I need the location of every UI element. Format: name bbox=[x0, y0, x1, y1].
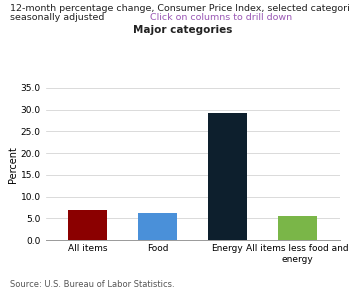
Bar bbox=[208, 113, 247, 240]
Bar bbox=[138, 213, 177, 240]
Text: Source: U.S. Bureau of Labor Statistics.: Source: U.S. Bureau of Labor Statistics. bbox=[10, 280, 175, 289]
Bar bbox=[68, 210, 107, 240]
Y-axis label: Percent: Percent bbox=[8, 146, 18, 183]
Text: Click on columns to drill down: Click on columns to drill down bbox=[150, 13, 293, 22]
Text: seasonally adjusted: seasonally adjusted bbox=[10, 13, 105, 22]
Bar bbox=[278, 216, 317, 240]
Text: 12-month percentage change, Consumer Price Index, selected categories, December : 12-month percentage change, Consumer Pri… bbox=[10, 4, 350, 13]
Text: Major categories: Major categories bbox=[133, 25, 232, 35]
